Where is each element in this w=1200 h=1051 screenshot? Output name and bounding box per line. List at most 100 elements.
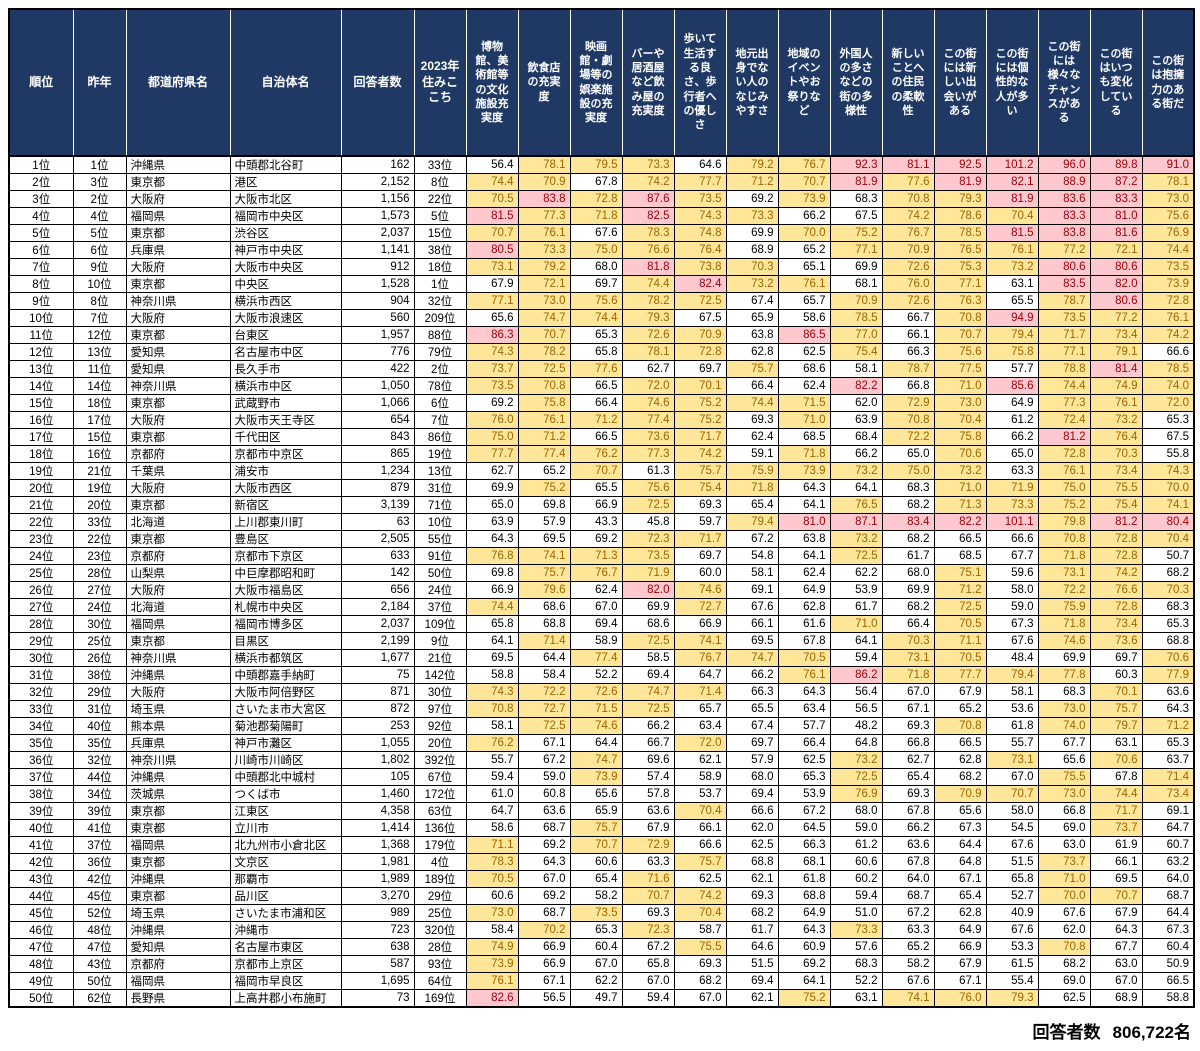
score-cell: 65.3 — [1141, 411, 1195, 429]
score-cell: 62.4 — [777, 377, 831, 395]
score-cell: 66.3 — [777, 836, 831, 854]
score-cell: 55.7 — [985, 734, 1039, 752]
municipality-cell: 中頭郡北中城村 — [229, 768, 342, 786]
rank-cell: 38位 — [8, 785, 74, 803]
score-cell: 81.5 — [465, 207, 519, 225]
respondents-cell: 3,270 — [340, 887, 415, 905]
municipality-cell: 那覇市 — [229, 870, 342, 888]
last-year-cell: 47位 — [72, 938, 127, 956]
respondents-cell: 912 — [340, 258, 415, 276]
score-cell: 64.3 — [777, 683, 831, 701]
score-cell: 71.8 — [881, 666, 935, 684]
score-cell: 69.0 — [1037, 972, 1091, 990]
score-cell: 64.9 — [985, 394, 1039, 412]
prefecture-cell: 京都府 — [125, 547, 231, 565]
score-cell: 77.5 — [933, 360, 987, 378]
score-cell: 63.4 — [777, 700, 831, 718]
ranking-table: 順位 昨年 都道府県名 自治体名 回答者数 2023年住みここち 博物館、美術館等の文化施設… — [8, 8, 1195, 1008]
score-cell: 73.2 — [829, 462, 883, 480]
score-cell: 64.8 — [829, 734, 883, 752]
score-cell: 69.3 — [621, 904, 675, 922]
score-cell: 78.3 — [465, 853, 519, 871]
prefecture-cell: 東京都 — [125, 224, 231, 242]
respondents-cell: 4,358 — [340, 802, 415, 820]
table-row: 42位 36位 東京都 文京区 1,981 4位 78.3 64.3 60.6 63.3 75.7 6… — [8, 853, 1195, 871]
score-cell: 65.9 — [725, 309, 779, 327]
rank-2023-cell: 2位 — [413, 360, 467, 378]
municipality-cell: 神戸市中央区 — [229, 241, 342, 259]
score-cell: 68.0 — [829, 802, 883, 820]
last-year-cell: 30位 — [72, 615, 127, 633]
score-cell: 78.5 — [933, 224, 987, 242]
last-year-cell: 1位 — [72, 155, 127, 174]
score-cell: 66.8 — [881, 377, 935, 395]
score-cell: 57.9 — [725, 751, 779, 769]
score-cell: 66.2 — [725, 666, 779, 684]
last-year-cell: 4位 — [72, 207, 127, 225]
prefecture-cell: 神奈川県 — [125, 377, 231, 395]
score-cell: 68.3 — [1141, 598, 1195, 616]
respondents-cell: 2,152 — [340, 173, 415, 191]
column-header-12: 地元出身でない人のなじみやすさ — [725, 8, 779, 157]
score-cell: 88.9 — [1037, 173, 1091, 191]
respondents-cell: 843 — [340, 428, 415, 446]
score-cell: 66.5 — [933, 734, 987, 752]
rank-2023-cell: 22位 — [413, 190, 467, 208]
score-cell: 72.4 — [1037, 411, 1091, 429]
rank-2023-cell: 28位 — [413, 938, 467, 956]
score-cell: 73.0 — [1141, 190, 1195, 208]
score-cell: 83.8 — [517, 190, 571, 208]
rank-cell: 32位 — [8, 683, 74, 701]
score-cell: 77.4 — [517, 445, 571, 463]
score-cell: 61.7 — [829, 598, 883, 616]
table-row: 18位 16位 京都府 京都市中京区 865 19位 77.7 77.4 76.2 77.3 74.… — [8, 445, 1195, 463]
score-cell: 74.8 — [673, 224, 727, 242]
last-year-cell: 25位 — [72, 632, 127, 650]
score-cell: 65.1 — [777, 258, 831, 276]
score-cell: 68.2 — [881, 598, 935, 616]
score-cell: 66.2 — [829, 445, 883, 463]
score-cell: 76.9 — [1141, 224, 1195, 242]
score-cell: 53.9 — [829, 581, 883, 599]
score-cell: 77.1 — [829, 241, 883, 259]
score-cell: 66.8 — [1037, 802, 1091, 820]
score-cell: 76.4 — [1089, 428, 1143, 446]
score-cell: 64.3 — [1089, 921, 1143, 939]
respondents-cell: 1,981 — [340, 853, 415, 871]
last-year-cell: 9位 — [72, 258, 127, 276]
score-cell: 76.7 — [673, 649, 727, 667]
last-year-cell: 36位 — [72, 853, 127, 871]
rank-2023-cell: 67位 — [413, 768, 467, 786]
last-year-cell: 52位 — [72, 904, 127, 922]
respondents-total-label: 回答者数 — [1032, 1023, 1101, 1042]
score-cell: 68.2 — [1141, 564, 1195, 582]
score-cell: 68.2 — [881, 530, 935, 548]
score-cell: 74.3 — [465, 683, 519, 701]
score-cell: 68.1 — [829, 275, 883, 293]
rank-cell: 2位 — [8, 173, 74, 191]
rank-2023-cell: 30位 — [413, 683, 467, 701]
score-cell: 67.6 — [1037, 904, 1091, 922]
score-cell: 72.0 — [673, 734, 727, 752]
score-cell: 72.8 — [1089, 547, 1143, 565]
score-cell: 69.6 — [621, 751, 675, 769]
score-cell: 63.3 — [985, 462, 1039, 480]
score-cell: 65.0 — [985, 445, 1039, 463]
score-cell: 56.5 — [517, 989, 571, 1008]
score-cell: 66.5 — [1141, 972, 1195, 990]
score-cell: 64.4 — [933, 836, 987, 854]
score-cell: 79.8 — [1037, 513, 1091, 531]
score-cell: 69.9 — [465, 479, 519, 497]
score-cell: 59.4 — [465, 768, 519, 786]
score-cell: 74.7 — [517, 309, 571, 327]
rank-cell: 29位 — [8, 632, 74, 650]
score-cell: 71.3 — [569, 547, 623, 565]
score-cell: 63.8 — [725, 326, 779, 344]
score-cell: 74.4 — [725, 394, 779, 412]
score-cell: 92.5 — [933, 155, 987, 174]
score-cell: 75.8 — [985, 343, 1039, 361]
score-cell: 69.4 — [725, 785, 779, 803]
score-cell: 65.2 — [933, 700, 987, 718]
score-cell: 64.3 — [517, 853, 571, 871]
score-cell: 70.7 — [933, 326, 987, 344]
